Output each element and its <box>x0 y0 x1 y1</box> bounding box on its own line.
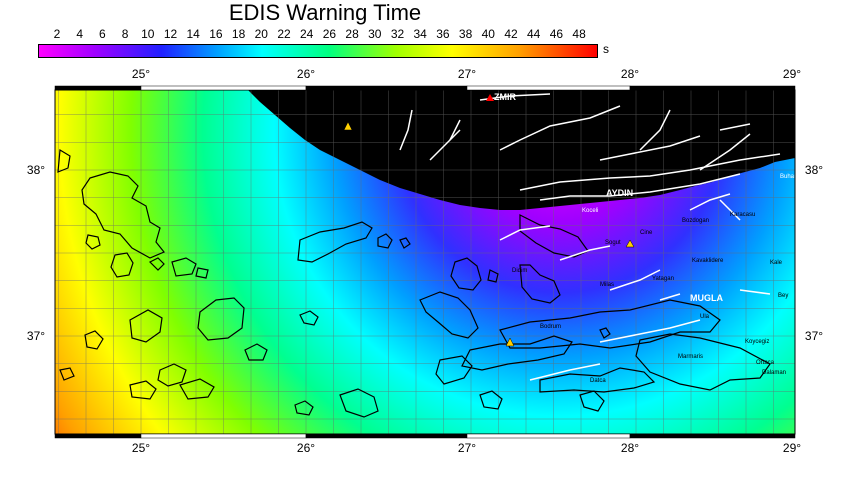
colorbar-tick-label: 12 <box>163 27 178 41</box>
colorbar-tick-label: 46 <box>549 27 564 41</box>
colorbar-tick-label: 16 <box>209 27 223 41</box>
lon-label-bottom: 28° <box>621 441 639 455</box>
colorbar-tick-label: 30 <box>368 27 382 41</box>
place-ula: Ula <box>700 314 710 320</box>
place-karacasu: Karacasu <box>730 212 755 218</box>
graticule <box>55 90 795 434</box>
map-title: EDIS Warning Time <box>228 0 422 25</box>
place-dalaman: Dalaman <box>762 370 786 376</box>
place-bodrum: Bodrum <box>540 324 561 330</box>
place-yatagan: Yatagan <box>652 276 674 282</box>
lon-label-top: 27° <box>458 67 476 81</box>
place-kavaklidere: Kavaklidere <box>692 258 724 264</box>
place-datca: Datca <box>590 378 606 384</box>
colorbar-tick-label: 34 <box>413 27 427 41</box>
colorbar-tick-label: 24 <box>300 27 314 41</box>
lon-label-bottom: 26° <box>297 441 315 455</box>
place-koceli: Koceli <box>582 208 598 214</box>
colorbar-tick-label: 44 <box>527 27 541 41</box>
lat-label-left: 37° <box>27 329 45 343</box>
colorbar-tick-label: 28 <box>345 27 359 41</box>
place-milas: Milas <box>600 282 614 288</box>
colorbar-tick-label: 14 <box>186 27 200 41</box>
place-mugla: MUGLA <box>690 293 723 303</box>
colorbar-tick-label: 38 <box>458 27 473 41</box>
lon-label-top: 29° <box>783 67 801 81</box>
colorbar-tick-label: 42 <box>504 27 518 41</box>
colorbar-tick-label: 8 <box>121 27 129 41</box>
station-marker <box>343 121 353 131</box>
lat-label-right: 37° <box>805 329 823 343</box>
place-izmir: ZMIR <box>494 92 516 102</box>
station-marker <box>505 337 515 347</box>
lon-label-bottom: 29° <box>783 441 801 455</box>
colorbar-tick-label: 26 <box>322 27 337 41</box>
place-marmaris: Marmaris <box>678 354 703 360</box>
colorbar-tick-label: 32 <box>390 27 405 41</box>
colorbar-tick-label: 36 <box>436 27 450 41</box>
colorbar <box>38 44 598 58</box>
colorbar-tick-label: 6 <box>99 27 106 41</box>
place-kale: Kale <box>770 260 783 266</box>
lon-label-top: 26° <box>297 67 315 81</box>
place-buharkent: Buharkent <box>780 174 808 180</box>
lat-label-right: 38° <box>805 163 823 177</box>
lon-label-top: 25° <box>132 67 150 81</box>
colorbar-tick-label: 22 <box>277 27 291 41</box>
frame-ticks <box>54 85 796 439</box>
lat-label-left: 38° <box>27 163 45 177</box>
colorbar-tick-label: 20 <box>254 27 268 41</box>
colorbar-tick-label: 4 <box>76 27 84 41</box>
place-ortaca: Ortaca <box>756 360 775 366</box>
coastlines <box>57 148 771 418</box>
place-didim: Didim <box>512 268 527 274</box>
place-sogut: Sogut <box>605 240 621 246</box>
colorbar-tick-label: 40 <box>481 27 495 41</box>
lon-label-bottom: 27° <box>458 441 476 455</box>
place-bozdogan: Bozdogan <box>682 218 709 224</box>
fault-lines <box>399 93 781 381</box>
station-marker <box>486 94 494 101</box>
place-cine: Cine <box>640 230 653 236</box>
lon-label-top: 28° <box>621 67 639 81</box>
colorbar-tick-label: 10 <box>141 27 155 41</box>
colorbar-unit: s <box>603 42 609 56</box>
colorbar-ticks: 2 4 6 8 10 12 14 16 18 20 22 24 26 28 30 32 34 36 38 40 42 44… <box>0 27 850 43</box>
lon-label-bottom: 25° <box>132 441 150 455</box>
place-bey: Bey <box>778 293 788 299</box>
place-aydin: AYDIN <box>606 188 633 198</box>
place-koycegiz: Koycegiz <box>745 339 769 345</box>
colorbar-tick-label: 18 <box>231 27 246 41</box>
colorbar-tick-label: 2 <box>53 27 61 41</box>
land-mask <box>248 90 795 210</box>
station-marker <box>625 239 635 248</box>
colorbar-tick-label: 48 <box>572 27 586 41</box>
